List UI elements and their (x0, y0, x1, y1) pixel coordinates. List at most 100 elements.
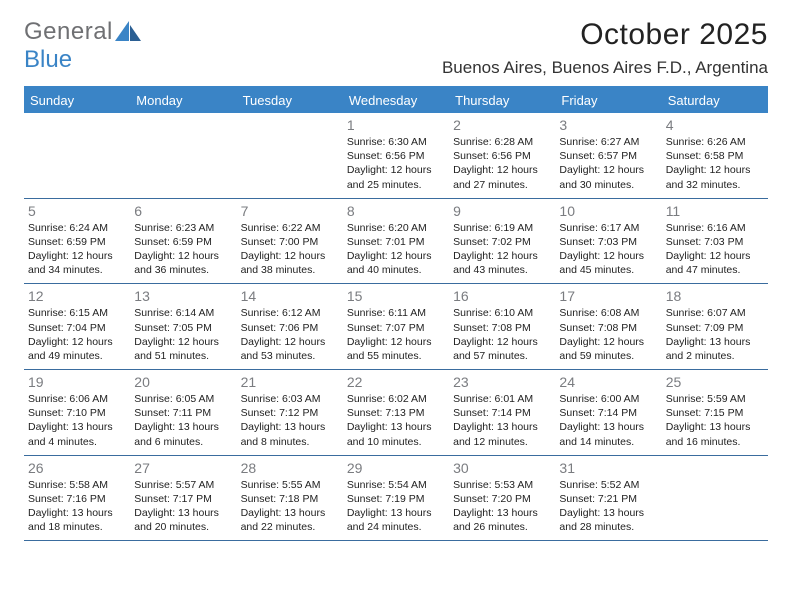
sunrise-line: Sunrise: 6:12 AM (241, 306, 339, 320)
daylight-line: Daylight: 13 hours and 8 minutes. (241, 420, 339, 448)
calendar-day-cell: 15Sunrise: 6:11 AMSunset: 7:07 PMDayligh… (343, 284, 449, 369)
sunset-line: Sunset: 7:08 PM (453, 321, 551, 335)
daylight-line: Daylight: 13 hours and 28 minutes. (559, 506, 657, 534)
sunset-line: Sunset: 7:19 PM (347, 492, 445, 506)
sunrise-line: Sunrise: 6:24 AM (28, 221, 126, 235)
sunset-line: Sunset: 6:57 PM (559, 149, 657, 163)
daylight-line: Daylight: 13 hours and 10 minutes. (347, 420, 445, 448)
calendar-day-cell: 30Sunrise: 5:53 AMSunset: 7:20 PMDayligh… (449, 456, 555, 541)
daylight-line: Daylight: 13 hours and 14 minutes. (559, 420, 657, 448)
calendar-day-cell: 24Sunrise: 6:00 AMSunset: 7:14 PMDayligh… (555, 370, 661, 455)
sunset-line: Sunset: 7:15 PM (666, 406, 764, 420)
day-number: 9 (453, 203, 551, 219)
day-number: 1 (347, 117, 445, 133)
daylight-line: Daylight: 12 hours and 36 minutes. (134, 249, 232, 277)
calendar-week-row: 1Sunrise: 6:30 AMSunset: 6:56 PMDaylight… (24, 113, 768, 199)
sunset-line: Sunset: 6:58 PM (666, 149, 764, 163)
calendar-day-cell: 26Sunrise: 5:58 AMSunset: 7:16 PMDayligh… (24, 456, 130, 541)
day-number: 14 (241, 288, 339, 304)
day-number: 6 (134, 203, 232, 219)
sail-icon (115, 21, 141, 41)
calendar-day-cell: 29Sunrise: 5:54 AMSunset: 7:19 PMDayligh… (343, 456, 449, 541)
sunset-line: Sunset: 7:06 PM (241, 321, 339, 335)
sunset-line: Sunset: 7:07 PM (347, 321, 445, 335)
daylight-line: Daylight: 12 hours and 25 minutes. (347, 163, 445, 191)
daylight-line: Daylight: 13 hours and 6 minutes. (134, 420, 232, 448)
sunset-line: Sunset: 6:56 PM (347, 149, 445, 163)
day-number: 20 (134, 374, 232, 390)
sunrise-line: Sunrise: 6:01 AM (453, 392, 551, 406)
day-number: 13 (134, 288, 232, 304)
sunset-line: Sunset: 7:14 PM (453, 406, 551, 420)
calendar-week-row: 5Sunrise: 6:24 AMSunset: 6:59 PMDaylight… (24, 199, 768, 285)
calendar-day-cell: 19Sunrise: 6:06 AMSunset: 7:10 PMDayligh… (24, 370, 130, 455)
header: General Blue October 2025 Buenos Aires, … (24, 18, 768, 78)
location-line: Buenos Aires, Buenos Aires F.D., Argenti… (442, 58, 768, 78)
daylight-line: Daylight: 13 hours and 18 minutes. (28, 506, 126, 534)
sunrise-line: Sunrise: 5:54 AM (347, 478, 445, 492)
sunset-line: Sunset: 6:59 PM (134, 235, 232, 249)
calendar-day-cell: 2Sunrise: 6:28 AMSunset: 6:56 PMDaylight… (449, 113, 555, 198)
day-number: 25 (666, 374, 764, 390)
sunset-line: Sunset: 7:00 PM (241, 235, 339, 249)
sunset-line: Sunset: 7:10 PM (28, 406, 126, 420)
day-number: 27 (134, 460, 232, 476)
calendar-header-row: SundayMondayTuesdayWednesdayThursdayFrid… (24, 88, 768, 113)
calendar-day-cell (130, 113, 236, 198)
sunrise-line: Sunrise: 6:14 AM (134, 306, 232, 320)
day-number: 22 (347, 374, 445, 390)
calendar-day-cell: 14 Sunrise: 6:12 AMSunset: 7:06 PMDayligh… (237, 284, 343, 369)
day-number: 18 (666, 288, 764, 304)
sunset-line: Sunset: 7:03 PM (666, 235, 764, 249)
sunset-line: Sunset: 7:02 PM (453, 235, 551, 249)
sunset-line: Sunset: 7:20 PM (453, 492, 551, 506)
sunrise-line: Sunrise: 5:52 AM (559, 478, 657, 492)
calendar-week-row: 12Sunrise: 6:15 AMSunset: 7:04 PMDayligh… (24, 284, 768, 370)
day-number: 7 (241, 203, 339, 219)
sunrise-line: Sunrise: 5:59 AM (666, 392, 764, 406)
day-number: 30 (453, 460, 551, 476)
sunrise-line: Sunrise: 6:20 AM (347, 221, 445, 235)
weekday-header: Wednesday (343, 88, 449, 113)
sunrise-line: Sunrise: 6:06 AM (28, 392, 126, 406)
sunrise-line: Sunrise: 6:19 AM (453, 221, 551, 235)
calendar-day-cell (24, 113, 130, 198)
sunset-line: Sunset: 7:03 PM (559, 235, 657, 249)
day-number: 16 (453, 288, 551, 304)
day-number: 23 (453, 374, 551, 390)
calendar-day-cell: 11Sunrise: 6:16 AMSunset: 7:03 PMDayligh… (662, 199, 768, 284)
sunrise-line: Sunrise: 5:57 AM (134, 478, 232, 492)
sunset-line: Sunset: 7:21 PM (559, 492, 657, 506)
sunrise-line: Sunrise: 6:22 AM (241, 221, 339, 235)
daylight-line: Daylight: 12 hours and 47 minutes. (666, 249, 764, 277)
sunset-line: Sunset: 7:17 PM (134, 492, 232, 506)
daylight-line: Daylight: 12 hours and 53 minutes. (241, 335, 339, 363)
weekday-header: Tuesday (237, 88, 343, 113)
day-number: 11 (666, 203, 764, 219)
calendar-day-cell: 28Sunrise: 5:55 AMSunset: 7:18 PMDayligh… (237, 456, 343, 541)
calendar-day-cell (237, 113, 343, 198)
weekday-header: Monday (130, 88, 236, 113)
daylight-line: Daylight: 12 hours and 32 minutes. (666, 163, 764, 191)
sunrise-line: Sunrise: 5:53 AM (453, 478, 551, 492)
daylight-line: Daylight: 12 hours and 57 minutes. (453, 335, 551, 363)
daylight-line: Daylight: 12 hours and 45 minutes. (559, 249, 657, 277)
day-number: 8 (347, 203, 445, 219)
calendar-week-row: 19Sunrise: 6:06 AMSunset: 7:10 PMDayligh… (24, 370, 768, 456)
calendar-day-cell: 18Sunrise: 6:07 AMSunset: 7:09 PMDayligh… (662, 284, 768, 369)
sunset-line: Sunset: 6:59 PM (28, 235, 126, 249)
title-block: October 2025 Buenos Aires, Buenos Aires … (442, 18, 768, 78)
calendar-day-cell (662, 456, 768, 541)
day-number: 29 (347, 460, 445, 476)
sunrise-line: Sunrise: 6:10 AM (453, 306, 551, 320)
brand-word2: Blue (24, 46, 72, 73)
day-number: 28 (241, 460, 339, 476)
sunset-line: Sunset: 7:16 PM (28, 492, 126, 506)
calendar-day-cell: 13Sunrise: 6:14 AMSunset: 7:05 PMDayligh… (130, 284, 236, 369)
sunrise-line: Sunrise: 6:28 AM (453, 135, 551, 149)
calendar-day-cell: 20Sunrise: 6:05 AMSunset: 7:11 PMDayligh… (130, 370, 236, 455)
sunrise-line: Sunrise: 6:00 AM (559, 392, 657, 406)
sunset-line: Sunset: 7:01 PM (347, 235, 445, 249)
sunrise-line: Sunrise: 6:26 AM (666, 135, 764, 149)
daylight-line: Daylight: 12 hours and 30 minutes. (559, 163, 657, 191)
